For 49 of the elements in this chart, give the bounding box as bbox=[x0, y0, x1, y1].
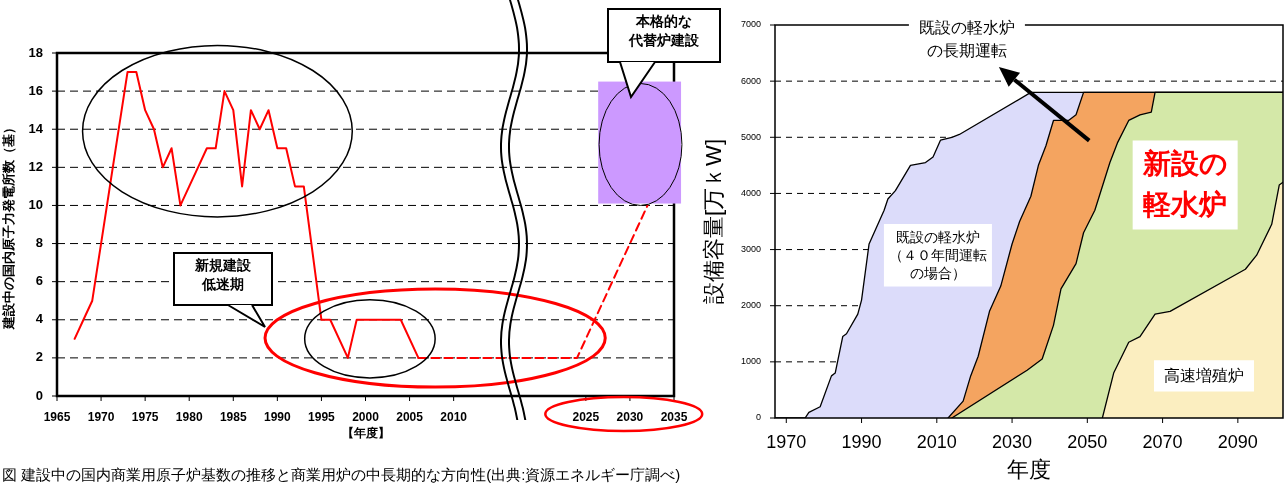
x-tick-label: 1965 bbox=[43, 409, 71, 424]
y-tick-label: 8 bbox=[35, 235, 43, 251]
x-axis-title: 【年度】 bbox=[341, 426, 390, 441]
y-tick-label: 5000 bbox=[740, 131, 761, 142]
y-tick-label: 12 bbox=[28, 158, 43, 174]
annotation: 既設の軽水炉の長期運転 bbox=[918, 18, 1015, 60]
y-tick-label: 1000 bbox=[740, 356, 761, 367]
x-tick-label: 2030 bbox=[616, 409, 644, 424]
x-tick-label: 1990 bbox=[264, 409, 292, 424]
text: 図 建設中の国内商業用原子炉基数の推移と商業用炉の中長期的な方向性(出典:資源エネルギー庁調べ) bbox=[2, 466, 681, 485]
x-tick-label: 2000 bbox=[352, 409, 380, 424]
x-tick-label: 2025 bbox=[572, 409, 600, 424]
y-tick-label: 2000 bbox=[740, 300, 761, 311]
y-tick-label: 14 bbox=[28, 120, 44, 136]
x-tick-label: 2005 bbox=[396, 409, 424, 424]
annotation: 高速増殖炉 bbox=[1163, 367, 1244, 385]
x-tick-label: 1980 bbox=[175, 409, 203, 424]
y-axis-title: 設備容量[万ｋW] bbox=[701, 139, 727, 304]
y-tick-label: 18 bbox=[28, 44, 43, 60]
y-tick-label: 10 bbox=[28, 197, 43, 213]
y-tick-label: 0 bbox=[755, 412, 761, 423]
annotation: 新設の軽水炉 bbox=[1141, 148, 1228, 221]
y-tick-label: 16 bbox=[28, 82, 43, 98]
text: 本格的な代替炉建設 bbox=[607, 8, 721, 63]
y-tick-label: 0 bbox=[35, 387, 43, 403]
x-tick-label: 2030 bbox=[992, 431, 1033, 452]
annotation: 新規建設低迷期 bbox=[173, 252, 273, 306]
y-tick-label: 7000 bbox=[740, 19, 761, 30]
y-tick-label: 6 bbox=[35, 273, 43, 289]
y-tick-label: 2 bbox=[35, 349, 43, 365]
y-tick-label: 6000 bbox=[740, 75, 761, 86]
x-tick-label: 2070 bbox=[1142, 431, 1183, 452]
x-tick-label: 2090 bbox=[1217, 431, 1258, 452]
annotation: 既設の軽水炉（４０年間運転の場合） bbox=[888, 228, 987, 282]
y-tick-label: 4 bbox=[35, 311, 44, 327]
x-tick-label: 2010 bbox=[916, 431, 957, 452]
x-tick-label: 1995 bbox=[308, 409, 336, 424]
y-tick-label: 3000 bbox=[740, 244, 761, 255]
y-tick-label: 4000 bbox=[740, 187, 761, 198]
x-tick-label: 2035 bbox=[660, 409, 688, 424]
x-tick-label: 2010 bbox=[440, 409, 468, 424]
x-tick-label: 1990 bbox=[841, 431, 882, 452]
x-axis-title: 年度 bbox=[1007, 456, 1051, 482]
x-tick-label: 1985 bbox=[219, 409, 247, 424]
y-axis-title: 建設中の国内原子力発電所数（基） bbox=[1, 120, 17, 330]
x-tick-label: 1975 bbox=[131, 409, 159, 424]
x-tick-label: 1970 bbox=[766, 431, 807, 452]
x-tick-label: 1970 bbox=[87, 409, 115, 424]
x-tick-label: 2050 bbox=[1067, 431, 1108, 452]
